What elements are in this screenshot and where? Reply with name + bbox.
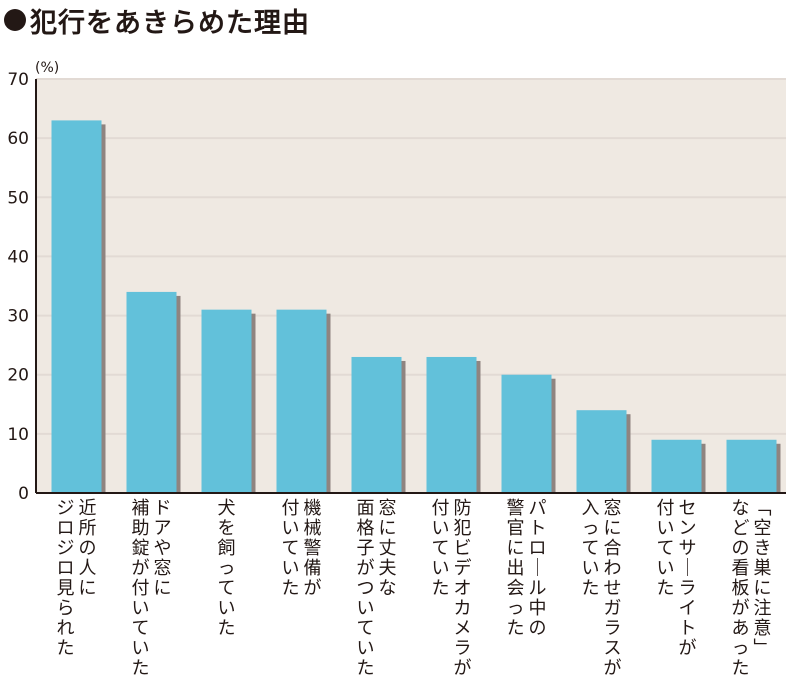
bar (51, 120, 102, 494)
y-tick-label: 50 (7, 188, 29, 208)
x-tick-labels: 近所の人にジロジロ見られたドアや窓に補助錠が付いていた犬を飼っていた機械警備が付… (57, 498, 772, 679)
x-tick-label: 窓に合わせガラスが (604, 498, 622, 679)
x-tick-label: 犬を飼っていた (218, 498, 236, 639)
y-tick-label: 30 (7, 307, 29, 327)
y-tick-label: 70 (7, 70, 29, 90)
x-tick-label: パトロ｜ル中の (529, 498, 547, 639)
x-tick-label: 防犯ビデオカメラが (454, 498, 472, 679)
bar (276, 309, 327, 493)
x-tick-label: センサ｜ライトが (679, 498, 697, 659)
x-tick-label: 近所の人に (79, 498, 97, 599)
bullet-icon (4, 9, 26, 31)
y-axis-unit: (%) (35, 60, 59, 76)
x-tick-label: 補助錠が付いていた (132, 498, 150, 679)
y-tick-label: 60 (7, 129, 29, 149)
x-tick-label: 付いていた (657, 498, 675, 599)
bar (201, 309, 252, 493)
y-tick-labels: 0 10 20 30 40 50 60 70 (7, 70, 29, 504)
bar (351, 356, 402, 493)
bar (126, 291, 177, 493)
x-tick-label: ﹁空き巣に注意﹂ (754, 498, 772, 659)
x-tick-label: 入っていた (582, 498, 600, 599)
bar (651, 439, 702, 493)
x-tick-label: 機械警備が (304, 498, 322, 599)
x-tick-label: 窓に丈夫な (379, 498, 397, 599)
bar (576, 410, 627, 493)
x-tick-label: 付いていた (432, 498, 450, 599)
y-tick-label: 20 (7, 366, 29, 386)
x-tick-label: ジロジロ見られた (57, 498, 75, 659)
x-tick-label: 警官に出会った (507, 498, 525, 639)
x-tick-label: などの看板があった (732, 498, 750, 679)
y-tick-label: 0 (18, 484, 29, 504)
x-tick-label: 面格子がついていた (357, 498, 375, 679)
x-tick-label: ドアや窓に (154, 498, 172, 599)
bar (726, 439, 777, 493)
chart-title: 犯行をあきらめた理由 (4, 2, 310, 39)
bar (501, 374, 552, 493)
y-tick-label: 40 (7, 247, 29, 267)
bars (51, 120, 781, 494)
bar (426, 356, 477, 493)
y-tick-label: 10 (7, 425, 29, 445)
chart-title-text: 犯行をあきらめた理由 (30, 7, 310, 39)
x-tick-label: 付いていた (282, 498, 300, 599)
